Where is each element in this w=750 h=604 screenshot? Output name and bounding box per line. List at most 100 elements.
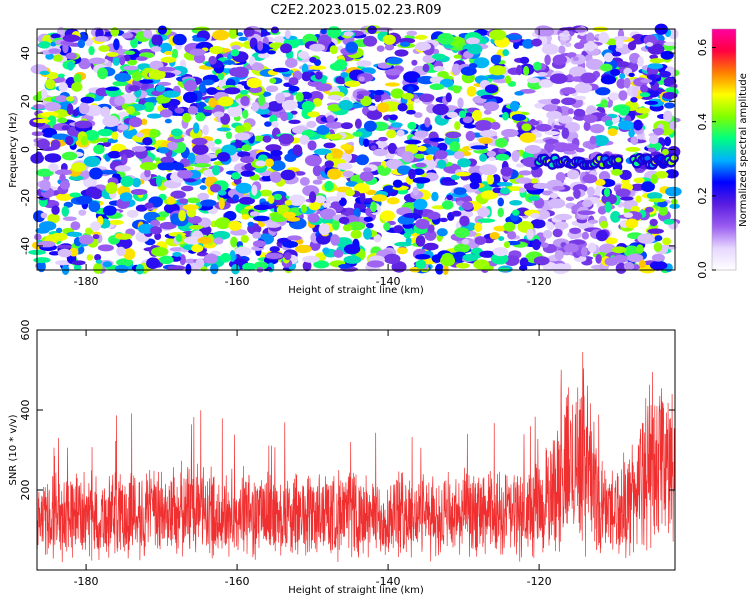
heatmap-cell (107, 150, 122, 159)
heatmap-cell (504, 75, 512, 84)
heatmap-cell (386, 129, 397, 139)
heatmap-cell (217, 72, 225, 80)
heatmap-cell (484, 84, 499, 94)
heatmap-cell (501, 128, 519, 138)
heatmap-cell (308, 202, 321, 211)
heatmap-cell (312, 179, 323, 185)
heatmap-cell (88, 201, 101, 213)
heatmap-cell (528, 196, 541, 201)
heatmap-cell (94, 36, 109, 42)
heatmap-cell (567, 108, 574, 115)
heatmap-cell (664, 136, 672, 147)
heatmap-cell (177, 169, 193, 179)
heatmap-cell (386, 57, 403, 65)
heatmap-cell (253, 215, 270, 222)
heatmap-cell (197, 236, 213, 245)
heatmap-cell (135, 132, 144, 138)
heatmap-cell (136, 56, 148, 61)
heatmap-y-axis-label: Frequency (Hz) (8, 112, 19, 188)
heatmap-cell (280, 43, 293, 54)
heatmap-cell (73, 264, 82, 271)
heatmap-cell (648, 74, 657, 86)
heatmap-cell (560, 87, 577, 95)
heatmap-cell (554, 221, 569, 230)
heatmap-cell (365, 222, 374, 229)
heatmap-cell (102, 205, 117, 216)
heatmap-cell (253, 204, 270, 211)
heatmap-cell (66, 103, 74, 115)
heatmap-cell (363, 227, 372, 240)
heatmap-cell (164, 51, 173, 56)
snr-y-ticks: 200 400 600 (19, 320, 675, 501)
colorbar: 0.0 0.2 0.4 0.6 Normalized spectral amplitu… (696, 28, 749, 279)
heatmap-cell (502, 49, 510, 57)
heatmap-cell (611, 168, 623, 176)
heatmap-cell (340, 122, 353, 130)
heatmap-cell (371, 194, 388, 202)
heatmap-cell (572, 115, 587, 121)
heatmap-cell (114, 165, 131, 172)
heatmap-cell (547, 198, 566, 209)
heatmap-cell (490, 121, 501, 130)
heatmap-cell (288, 119, 301, 125)
heatmap-cell (615, 157, 622, 163)
heatmap-cell (184, 79, 197, 92)
heatmap-cell (281, 99, 298, 111)
heatmap-cell (164, 118, 172, 124)
heatmap-cell (663, 77, 676, 86)
heatmap-cell (350, 229, 362, 239)
x-tick-label: -180 (74, 575, 99, 588)
heatmap-cell (46, 72, 59, 80)
heatmap-cell (40, 111, 59, 118)
heatmap-cell (231, 263, 240, 275)
heatmap-cell (270, 26, 279, 34)
heatmap-cell (187, 105, 199, 115)
y-tick-label: 40 (19, 46, 32, 60)
heatmap-cell (50, 33, 61, 39)
heatmap-cell (669, 120, 677, 130)
heatmap-cell (62, 34, 81, 42)
heatmap-cell (356, 154, 369, 166)
heatmap-cell (77, 39, 86, 49)
heatmap-cell (288, 194, 306, 206)
heatmap-cell (623, 261, 635, 271)
figure-title: C2E2.2023.015.02.23.R09 (270, 3, 441, 18)
heatmap-cell (123, 248, 136, 260)
heatmap-cell (582, 199, 593, 208)
heatmap-cell (149, 128, 159, 139)
heatmap-cell (461, 201, 474, 211)
heatmap-cell (208, 55, 217, 65)
colorbar-ticks: 0.0 0.2 0.4 0.6 (696, 39, 716, 279)
heatmap-cell (232, 194, 240, 202)
heatmap-cell (393, 225, 404, 234)
heatmap-cell (516, 64, 523, 76)
heatmap-cell (238, 196, 255, 205)
heatmap-cell (34, 233, 42, 241)
heatmap-cell (486, 174, 495, 185)
heatmap-cell (414, 41, 431, 52)
heatmap-cell (308, 191, 317, 203)
heatmap-cell (327, 168, 342, 180)
heatmap-cell (469, 181, 480, 190)
heatmap-cell (533, 61, 542, 71)
x-tick-label: -160 (225, 275, 250, 288)
heatmap-cell (644, 155, 651, 161)
heatmap-cell (127, 58, 138, 66)
heatmap-cell (307, 213, 320, 223)
heatmap-cell (417, 145, 427, 152)
heatmap-cell (304, 155, 322, 167)
heatmap-cell (143, 211, 161, 223)
x-tick-label: -120 (527, 575, 552, 588)
heatmap-cell (550, 98, 561, 105)
heatmap-cell (564, 42, 572, 48)
heatmap-cell (178, 209, 186, 222)
heatmap-cell (469, 172, 482, 184)
heatmap-cell (167, 265, 186, 271)
heatmap-cell (157, 81, 172, 87)
heatmap-cell (372, 148, 388, 157)
heatmap-cell (623, 212, 634, 218)
heatmap-cell (92, 234, 100, 240)
heatmap-cell (647, 43, 665, 55)
heatmap-cell (521, 123, 532, 132)
